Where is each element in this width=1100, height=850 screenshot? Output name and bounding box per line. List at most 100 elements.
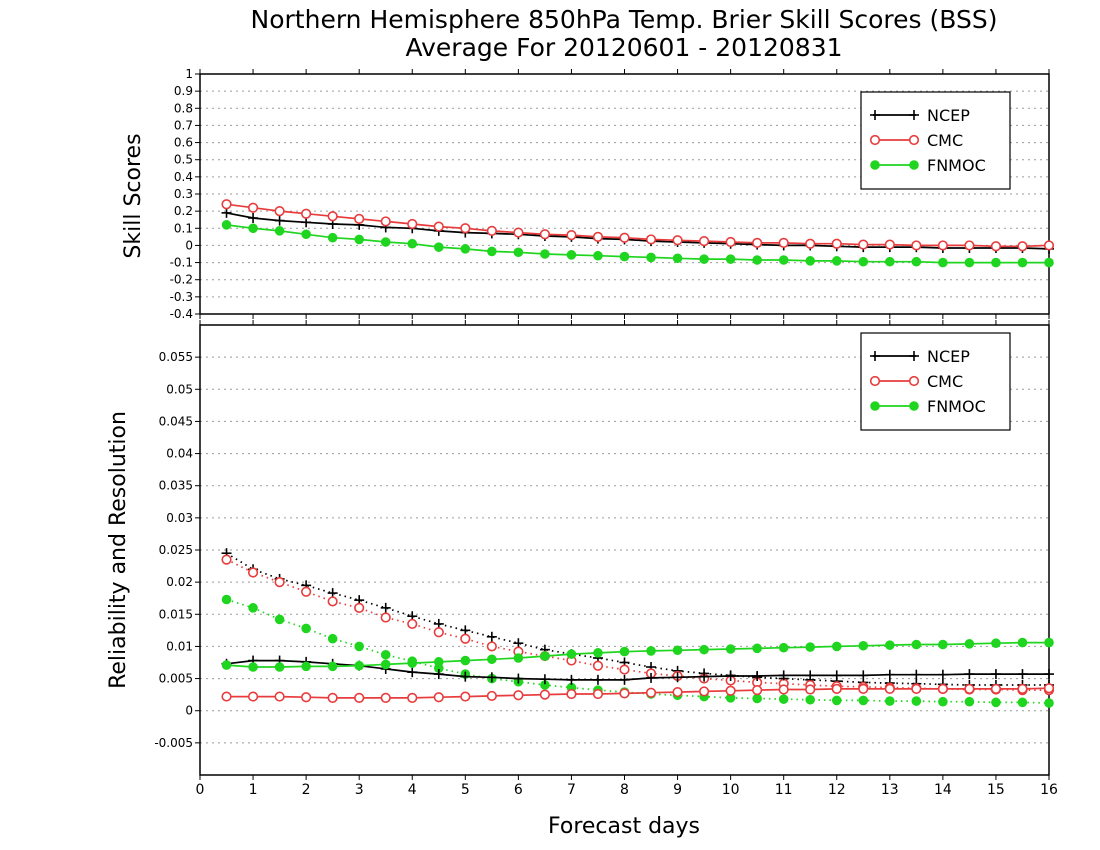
- top-y-tick-label: 0.9: [174, 84, 193, 98]
- data-point-fnmoc: [672, 253, 683, 264]
- data-point-cmc: [698, 686, 710, 697]
- data-point-fnmoc: [433, 657, 444, 667]
- data-point-fnmoc: [938, 257, 948, 268]
- data-point-fnmoc: [301, 229, 311, 240]
- data-point-cmc: [937, 240, 948, 251]
- data-point-cmc: [566, 230, 577, 241]
- data-point-cmc: [858, 239, 869, 250]
- data-point-fnmoc: [885, 256, 895, 267]
- data-point-fnmoc: [248, 603, 258, 613]
- data-point-cmc: [301, 586, 312, 597]
- x-tick-label: 0: [196, 782, 205, 798]
- data-point-fnmoc: [858, 695, 869, 706]
- data-point-fnmoc: [1044, 637, 1054, 648]
- data-point-fnmoc: [619, 251, 630, 262]
- data-point-cmc: [725, 685, 736, 696]
- data-point-cmc: [380, 216, 391, 227]
- data-point-cmc: [327, 692, 338, 703]
- top-y-tick-label: 0.2: [174, 204, 193, 218]
- data-point-cmc: [380, 612, 391, 623]
- x-tick-label: 12: [828, 782, 846, 798]
- data-point-fnmoc: [805, 642, 816, 652]
- data-point-cmc: [1017, 241, 1028, 252]
- data-point-cmc: [433, 221, 444, 232]
- top-y-axis-label: Skill Scores: [121, 133, 146, 258]
- data-point-ncep: [831, 670, 842, 681]
- data-point-ncep: [619, 674, 630, 685]
- data-point-ncep: [937, 669, 948, 680]
- data-point-cmc: [698, 236, 710, 247]
- data-point-cmc: [805, 684, 816, 695]
- top-y-tick-label: 0.6: [174, 136, 193, 150]
- data-point-cmc: [486, 690, 497, 702]
- data-point-cmc: [221, 691, 232, 702]
- legend-marker-right: [908, 134, 920, 146]
- data-point-ncep: [990, 669, 1001, 680]
- data-point-fnmoc: [1044, 257, 1054, 268]
- legend-marker-left: [870, 351, 880, 361]
- legend-item-fnmoc: FNMOC: [870, 397, 986, 416]
- data-point-fnmoc: [354, 234, 364, 245]
- data-point-fnmoc: [1017, 637, 1028, 648]
- data-point-cmc: [1017, 683, 1028, 694]
- series-line-ncep: [226, 659, 1049, 681]
- data-point-cmc: [725, 236, 736, 248]
- data-point-cmc: [407, 692, 418, 703]
- x-tick-label: 10: [722, 782, 740, 798]
- data-point-cmc: [247, 202, 259, 213]
- data-point-cmc: [964, 683, 975, 694]
- data-point-cmc: [752, 237, 763, 248]
- data-point-ncep: [274, 215, 285, 226]
- data-point-fnmoc: [327, 232, 338, 243]
- data-point-cmc: [778, 237, 789, 248]
- legend-marker-right: [909, 110, 919, 120]
- data-point-fnmoc: [752, 255, 762, 265]
- data-point-ncep: [646, 672, 657, 683]
- data-point-ncep: [221, 207, 232, 218]
- bottom-series-fnmoc-solid: [221, 637, 1054, 672]
- top-y-tick-label: 0.8: [174, 101, 193, 115]
- data-point-ncep: [566, 674, 577, 685]
- data-point-fnmoc: [725, 254, 736, 264]
- data-point-cmc: [407, 218, 418, 230]
- top-y-tick-label: 0.1: [174, 221, 193, 235]
- data-point-cmc: [592, 660, 604, 671]
- x-tick-label: 15: [987, 782, 1005, 798]
- data-point-fnmoc: [407, 238, 418, 249]
- data-point-cmc: [354, 213, 365, 224]
- x-tick-label: 7: [567, 782, 576, 798]
- data-point-ncep: [301, 217, 312, 228]
- data-point-fnmoc: [831, 695, 842, 706]
- bottom-y-tick-label: 0.025: [159, 543, 193, 557]
- data-point-fnmoc: [566, 649, 577, 659]
- data-point-fnmoc: [274, 226, 285, 236]
- data-point-fnmoc: [248, 223, 258, 234]
- data-point-fnmoc: [274, 614, 285, 625]
- data-point-fnmoc: [513, 247, 524, 258]
- data-point-cmc: [327, 596, 338, 607]
- data-point-ncep: [407, 667, 418, 678]
- data-point-fnmoc: [460, 244, 471, 254]
- series-line-cmc: [226, 687, 1050, 699]
- data-point-cmc: [486, 225, 497, 236]
- data-point-fnmoc: [911, 256, 922, 267]
- x-tick-label: 6: [514, 782, 523, 798]
- data-point-cmc: [513, 690, 524, 701]
- data-point-fnmoc: [221, 594, 232, 605]
- series-line-fnmoc: [226, 641, 1049, 668]
- chart-title-line2: Average For 20120601 - 20120831: [405, 33, 842, 62]
- data-point-fnmoc: [1017, 257, 1028, 268]
- top-y-tick-label: -0.4: [170, 307, 193, 321]
- data-point-cmc: [805, 238, 816, 249]
- bottom-y-tick-label: 0.04: [166, 447, 193, 461]
- legend-item-fnmoc: FNMOC: [870, 156, 986, 175]
- data-point-ncep: [433, 669, 444, 680]
- data-point-fnmoc: [274, 662, 285, 672]
- top-legend: NCEP CMC FNMOC: [860, 91, 1011, 190]
- data-point-cmc: [619, 688, 630, 699]
- data-point-fnmoc: [327, 633, 338, 644]
- data-point-fnmoc: [778, 694, 789, 704]
- data-point-ncep: [1044, 669, 1054, 680]
- bottom-series-ncep-dotted: [221, 548, 1054, 690]
